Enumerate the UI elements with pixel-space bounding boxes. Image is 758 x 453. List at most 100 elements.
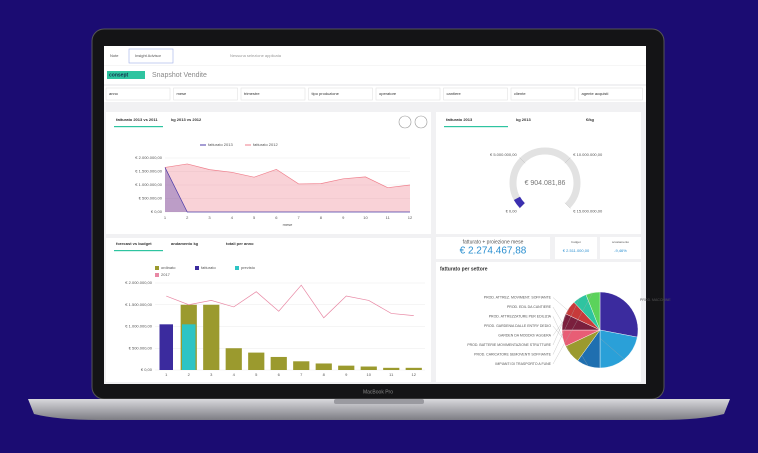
bar <box>383 367 400 370</box>
leader-line <box>552 321 564 336</box>
panel-tab[interactable]: totali per anno <box>226 241 254 246</box>
gauge-tick <box>519 202 526 209</box>
bar <box>338 365 355 370</box>
gauge-value <box>513 196 525 209</box>
filter-box[interactable] <box>105 87 171 101</box>
gauge-tick <box>564 202 571 209</box>
tab-underline <box>114 250 163 252</box>
gauge-tick-label: € 10.000.000,00 <box>573 152 603 157</box>
filter-box[interactable] <box>308 87 373 101</box>
filter-label: trimestre <box>244 91 260 96</box>
y-tick-label: € 500.000,00 <box>129 345 153 350</box>
bar <box>315 363 332 370</box>
x-tick-label: 9 <box>345 372 348 377</box>
filter-label: mese <box>177 91 188 96</box>
panel-tab[interactable]: kg 2013 <box>516 117 531 122</box>
y-tick-label: € 2.000.000,00 <box>125 280 152 285</box>
filter-box[interactable] <box>510 87 576 101</box>
kpi-value: € 2.511.000,00 <box>563 248 590 253</box>
legend-label: ordinato <box>161 265 176 270</box>
pie-label: GARDEN DA MODDIO/ AGGERA <box>498 333 551 337</box>
y-tick-label: € 1.000.000,00 <box>135 182 162 187</box>
panel-tab[interactable]: €/kg <box>586 117 595 122</box>
notch <box>334 399 424 404</box>
pie-slice <box>585 291 601 331</box>
kpi-card <box>555 237 597 259</box>
laptop-base <box>28 399 730 420</box>
legend-swatch <box>155 273 159 277</box>
panel-bar <box>106 238 431 382</box>
bar <box>293 361 310 370</box>
panel-tab[interactable]: kg 2013 vs 2012 <box>171 117 202 122</box>
panel-tab[interactable]: fatturato 2013 <box>446 117 473 122</box>
bar <box>203 304 220 370</box>
legend-label: 2017 <box>161 272 171 277</box>
pie-label: PROD. CARICATORE SEMOVENTI SOFFIANTE <box>474 352 552 356</box>
x-tick-label: 4 <box>233 372 236 377</box>
expand-button[interactable] <box>398 115 412 129</box>
y-tick-label: € 0,00 <box>141 367 153 372</box>
pie-slice <box>599 291 639 338</box>
bar <box>248 352 265 370</box>
pie-label: PROD. MACCHINE <box>640 298 671 302</box>
pie-label: PROD. GARDENIA DALLE ENTRY DEDIO <box>484 324 551 328</box>
area <box>165 163 410 212</box>
kpi-label: budget <box>571 240 580 244</box>
menu-button[interactable] <box>414 115 428 129</box>
x-tick-label: 7 <box>300 372 303 377</box>
x-tick-label: 3 <box>208 215 211 220</box>
filter-box[interactable] <box>240 87 306 101</box>
kpi-label: fatturato + proiezione mese <box>463 239 524 245</box>
y-tick-label: € 500.000,00 <box>139 196 163 201</box>
x-tick-label: 11 <box>389 372 394 377</box>
x-tick-label: 1 <box>164 215 167 220</box>
panel-tab[interactable]: forecast vs budget <box>116 241 152 246</box>
toolbar-tab-active[interactable] <box>128 48 174 64</box>
kpi-value: -9,46% <box>614 248 627 253</box>
kpi-value: € 2.274.467,88 <box>460 246 527 257</box>
filter-box[interactable] <box>375 87 441 101</box>
kpi-card <box>436 237 550 259</box>
legend-label: fatturato 2013 <box>208 142 233 147</box>
filter-box[interactable] <box>173 87 238 101</box>
page-title: Snapshot Vendite <box>152 72 207 79</box>
logo-box <box>107 71 145 79</box>
panel-line <box>106 112 431 234</box>
y-tick-label: € 0,00 <box>151 209 163 214</box>
panel-tab[interactable]: andamento kg <box>171 241 199 246</box>
legend-label: fatturato 2012 <box>253 142 278 147</box>
filter-box[interactable] <box>443 87 508 101</box>
x-tick-label: 1 <box>165 372 168 377</box>
filter-label: anno <box>109 91 119 96</box>
filter-label: cliente <box>514 91 526 96</box>
x-axis-label: mese <box>283 222 294 227</box>
leader-line <box>552 325 564 339</box>
filter-bar <box>104 86 646 102</box>
toolbar-tab[interactable]: Insight Advisor <box>135 53 162 58</box>
x-tick-label: 6 <box>275 215 278 220</box>
leader-line <box>552 292 594 365</box>
pie-label: IMPIANTI DI TRASPORTO A FUNE <box>495 362 551 366</box>
gauge-track <box>509 147 581 209</box>
y-tick-label: € 1.500.000,00 <box>125 302 152 307</box>
legend-label: previsto <box>241 265 256 270</box>
filter-box[interactable] <box>578 87 643 101</box>
x-tick-label: 10 <box>363 215 368 220</box>
leader-line <box>552 307 570 346</box>
x-tick-label: 2 <box>186 215 189 220</box>
pie-label: PROD. EDIL DA CANTIERE <box>507 305 552 309</box>
bar <box>159 324 173 370</box>
tab-underline <box>444 126 508 128</box>
toolbar-tab[interactable]: Note <box>110 53 119 58</box>
panel-tab[interactable]: fatturato 2013 vs 2011 <box>116 117 158 122</box>
gauge-tick <box>519 157 526 164</box>
filter-label: cantiere <box>447 91 462 96</box>
y-tick-label: € 1.500.000,00 <box>135 169 162 174</box>
x-tick-label: 9 <box>342 215 345 220</box>
x-tick-label: 5 <box>255 372 258 377</box>
filter-label: tipo produzione <box>312 91 340 96</box>
pie-title: fatturato per settore <box>440 266 488 272</box>
legend-label: fatturato <box>201 265 216 270</box>
kpi-card <box>600 237 641 259</box>
